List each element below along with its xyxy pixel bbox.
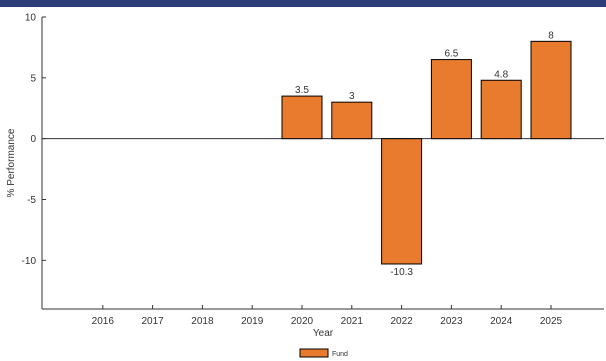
x-tick-label: 2016 [92, 316, 115, 327]
y-axis-title: % Performance [6, 128, 17, 197]
x-tick-label: 2021 [341, 316, 364, 327]
plot-frame [41, 17, 604, 310]
x-tick-label: 2025 [540, 316, 563, 327]
legend-swatch-fund [299, 348, 329, 358]
bar-2023 [430, 59, 472, 140]
y-tick-label: 5 [30, 73, 36, 84]
y-tick-label: -5 [27, 195, 36, 206]
data-label-2024: 4.8 [494, 69, 508, 80]
bar-2024 [480, 79, 522, 140]
legend-label-fund: Fund [332, 351, 348, 358]
y-tick-label: -10 [22, 256, 37, 267]
x-tick-label: 2022 [390, 316, 413, 327]
bar-series-fund [281, 40, 572, 265]
x-tick-label: 2024 [490, 316, 513, 327]
x-tick-label: 2019 [241, 316, 264, 327]
x-tick-label: 2017 [141, 316, 164, 327]
data-label-2022: -10.3 [390, 267, 413, 278]
legend: Fund [299, 348, 348, 358]
x-tick-label: 2023 [440, 316, 463, 327]
y-tick-label: 0 [30, 134, 36, 145]
bar-2022 [381, 138, 423, 265]
data-labels: 3.5 3 -10.3 6.5 4.8 8 [295, 30, 554, 278]
header-bar [0, 0, 606, 7]
data-label-2020: 3.5 [295, 85, 309, 96]
x-tick-label: 2020 [291, 316, 314, 327]
bar-2020 [281, 95, 323, 140]
bar-2021 [331, 101, 373, 140]
x-tick-label: 2018 [191, 316, 214, 327]
bar-2025 [530, 40, 572, 140]
x-axis-title: Year [313, 328, 334, 339]
data-label-2025: 8 [548, 30, 554, 41]
data-label-2021: 3 [349, 91, 355, 102]
data-label-2023: 6.5 [444, 49, 458, 60]
x-axis-ticks: 2016 2017 2018 2019 2020 2021 2022 2023 2024 2025 [92, 305, 563, 327]
y-axis-ticks: 10 5 0 -5 -10 [22, 13, 46, 267]
y-tick-label: 10 [25, 13, 37, 24]
